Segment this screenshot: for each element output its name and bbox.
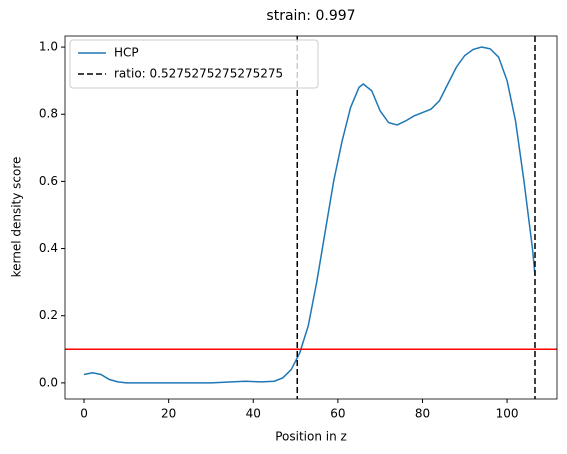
chart-title: strain: 0.997 xyxy=(266,8,355,24)
x-axis-label: Position in z xyxy=(275,430,347,444)
y-tick-label: 1.0 xyxy=(39,40,58,54)
legend-box xyxy=(69,39,319,89)
axes-frame xyxy=(64,35,558,400)
y-tick-label: 0.0 xyxy=(39,375,58,389)
y-tick-label: 0.6 xyxy=(39,174,58,188)
line-series xyxy=(83,46,536,384)
x-tick-label: 40 xyxy=(246,407,261,421)
x-tick-label: 100 xyxy=(496,407,519,421)
legend-label: ratio: 0.5275275275275275 xyxy=(114,67,283,81)
x-tick-label: 80 xyxy=(415,407,430,421)
x-tick-label: 0 xyxy=(80,407,88,421)
y-tick-label: 0.8 xyxy=(39,107,58,121)
x-tick-label: 20 xyxy=(161,407,176,421)
y-tick-label: 0.4 xyxy=(39,241,58,255)
y-axis-label: kernel density score xyxy=(10,157,24,278)
legend-label: HCP xyxy=(114,46,139,60)
x-tick-label: 60 xyxy=(330,407,345,421)
y-tick-label: 0.2 xyxy=(39,308,58,322)
